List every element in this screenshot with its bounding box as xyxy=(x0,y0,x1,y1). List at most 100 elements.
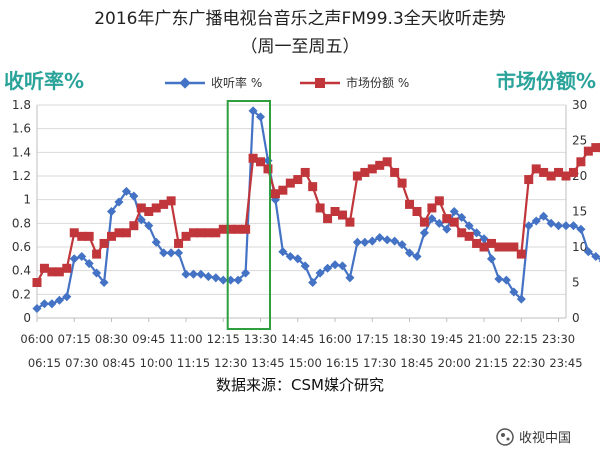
rating-point xyxy=(330,260,340,270)
share-point xyxy=(107,231,117,241)
rating-point xyxy=(516,294,526,304)
share-point xyxy=(300,167,310,177)
x-tick-label-bottom: 11:15 xyxy=(177,356,210,370)
rating-point xyxy=(203,272,213,282)
rating-point xyxy=(106,206,117,217)
watermark-text: 收视中国 xyxy=(519,431,571,446)
share-point xyxy=(151,203,161,213)
x-tick-label-bottom: 08:45 xyxy=(102,356,135,370)
left-tick-label: 1.4 xyxy=(12,145,31,159)
share-point xyxy=(285,178,295,188)
share-point xyxy=(531,164,541,174)
rating-point xyxy=(583,247,593,257)
rating-point xyxy=(248,106,258,116)
axes xyxy=(36,105,567,322)
x-tick-label-top: 17:15 xyxy=(356,332,389,346)
rating-point xyxy=(323,263,333,273)
x-tick-label-bottom: 21:15 xyxy=(475,356,508,370)
share-point xyxy=(554,167,564,177)
x-tick-label-bottom: 22:30 xyxy=(512,356,545,370)
rating-point xyxy=(218,275,228,285)
gridlines xyxy=(37,104,566,319)
right-tick-label: 30 xyxy=(572,98,587,112)
rating-point xyxy=(188,269,198,279)
rating-point xyxy=(531,216,541,226)
left-tick-label: 0.2 xyxy=(12,287,31,301)
share-point xyxy=(293,175,303,185)
rating-point xyxy=(151,237,161,247)
rating-point xyxy=(166,248,176,258)
x-tick-label-top: 06:00 xyxy=(20,332,53,346)
right-tick-label: 0 xyxy=(572,311,580,325)
left-axis-ticks: 0 0.2 0.4 0.6 0.8 1 1.2 1.4 1.6 1.8 xyxy=(12,98,31,325)
rating-point xyxy=(54,295,64,305)
rating-point xyxy=(427,214,437,224)
share-point xyxy=(486,238,496,248)
share-point xyxy=(583,146,593,156)
rating-point xyxy=(591,251,600,262)
share-point xyxy=(434,196,444,206)
share-point xyxy=(598,143,600,153)
x-tick-label-bottom: 06:15 xyxy=(28,356,61,370)
share-point xyxy=(561,171,571,181)
chart-subtitle: （周一至周五） xyxy=(241,37,360,57)
rating-point xyxy=(367,236,377,246)
right-tick-label: 15 xyxy=(572,205,587,219)
share-point xyxy=(47,267,57,277)
x-tick-label-top: 11:00 xyxy=(169,332,202,346)
share-point xyxy=(323,214,333,224)
share-point xyxy=(144,207,154,216)
rating-point xyxy=(345,273,355,283)
x-tick-label-top: 07:15 xyxy=(58,332,91,346)
left-tick-label: 1.2 xyxy=(12,169,31,183)
x-tick-label-top: 16:00 xyxy=(318,332,351,346)
x-tick-label-top: 09:45 xyxy=(132,332,165,346)
x-tick-label-top: 14:45 xyxy=(281,332,314,346)
share-point xyxy=(166,196,176,206)
share-point xyxy=(516,249,526,259)
data-source: 数据来源：CSM媒介研究 xyxy=(216,376,384,394)
left-tick-label: 0.6 xyxy=(12,240,31,254)
x-tick-label-top: 19:45 xyxy=(430,332,463,346)
rating-point xyxy=(285,251,295,262)
x-tick-label-bottom: 16:15 xyxy=(326,356,359,370)
left-tick-label: 0.4 xyxy=(12,264,31,278)
rating-point xyxy=(375,233,385,243)
share-point xyxy=(99,238,109,248)
legend-rating-label: 收听率 % xyxy=(211,75,262,90)
share-point xyxy=(501,242,511,252)
share-point xyxy=(256,157,266,167)
share-point xyxy=(129,221,139,231)
share-point xyxy=(337,210,347,220)
rating-point xyxy=(412,251,422,261)
legend-share-label: 市场份额 % xyxy=(346,75,409,90)
share-point xyxy=(263,164,273,174)
x-tick-label-bottom: 15:00 xyxy=(289,356,322,370)
rating-point xyxy=(486,254,496,264)
rating-point xyxy=(144,221,154,231)
rating-point xyxy=(568,221,578,231)
share-point xyxy=(159,199,169,209)
share-point xyxy=(270,189,280,199)
left-tick-label: 1.8 xyxy=(12,98,31,112)
share-point xyxy=(442,214,452,224)
rating-point xyxy=(457,212,467,222)
share-point xyxy=(315,203,325,213)
rating-point xyxy=(576,224,586,234)
share-point xyxy=(121,228,131,238)
watermark-logo-icon xyxy=(496,428,514,446)
rating-point xyxy=(352,237,362,247)
rating-point xyxy=(464,221,474,231)
share-point xyxy=(464,231,474,241)
share-point xyxy=(546,171,556,181)
x-tick-label-top: 21:00 xyxy=(467,332,500,346)
left-tick-label: 0.8 xyxy=(12,216,31,230)
rating-point xyxy=(174,248,184,258)
left-tick-label: 0 xyxy=(23,311,31,325)
rating-point xyxy=(32,303,42,314)
share-point xyxy=(390,167,400,177)
share-point xyxy=(539,167,549,177)
share-point xyxy=(69,228,79,238)
share-point xyxy=(472,238,482,248)
x-tick-label-bottom: 07:30 xyxy=(65,356,98,370)
